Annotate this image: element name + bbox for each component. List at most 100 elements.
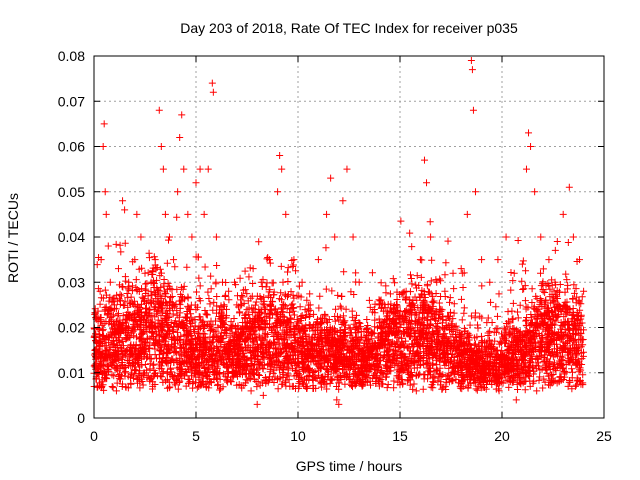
data-point-cloud [419,385,427,393]
data-point [249,265,257,273]
data-point-cloud [196,282,204,290]
data-point [101,188,109,196]
data-point-cloud [101,286,109,294]
data-point-cloud [226,325,234,333]
data-point-cloud [145,249,153,257]
data-point-cloud [289,261,297,269]
data-point-cloud [175,336,183,344]
data-point-cloud [339,312,347,320]
data-point-cloud [568,385,576,393]
data-point [396,324,404,331]
data-point-cloud [151,351,159,359]
data-point [180,165,188,173]
data-point-cloud [356,319,364,327]
data-point-cloud [316,292,324,300]
data-point-cloud [194,303,202,311]
data-point-cloud [495,290,503,298]
data-point-cloud [437,293,445,301]
data-point [192,179,200,187]
data-point-cloud [195,274,203,282]
data-point-cloud [472,340,480,348]
data-point [204,165,212,173]
data-point-cloud [203,365,211,373]
data-point [196,165,204,173]
data-point-cloud [471,309,479,317]
data-point-cloud [117,248,125,256]
data-point-cloud [397,217,405,225]
data-point [208,79,216,87]
data-point-cloud [500,324,508,332]
data-point-cloud [487,298,495,306]
data-point-cloud [352,278,360,286]
data-point-cloud [108,382,116,390]
data-point [478,256,486,264]
data-point-cloud [156,291,164,299]
data-point-cloud [325,315,333,323]
data-point-cloud [239,286,247,294]
data-point [188,233,196,241]
data-point-cloud [413,272,421,280]
data-point-cloud [222,278,230,286]
data-point-cloud [348,307,356,315]
data-point-cloud [390,384,398,392]
data-point-cloud [565,326,573,334]
data-point-cloud [185,376,193,384]
data-point-cloud [213,364,221,372]
data-point-cloud [486,327,494,335]
data-point-cloud [542,281,550,289]
data-point [531,188,539,196]
data-point-cloud [363,316,371,324]
data-point [331,233,339,241]
data-point-cloud [384,381,392,389]
data-point [339,197,347,205]
data-point-cloud [433,307,441,315]
data-point-cloud [116,375,124,383]
y-axis-label: ROTI / TECUs [5,193,21,283]
data-point-cloud [93,261,101,269]
data-point-cloud [137,334,145,342]
data-point [157,143,165,150]
data-point-cloud [409,385,417,393]
data-point [565,183,573,191]
data-point-cloud [357,323,365,331]
data-point-cloud [523,322,531,330]
data-point [274,188,282,196]
data-point [133,210,141,218]
x-axis-label: GPS time / hours [296,458,403,474]
data-point-cloud [288,256,296,264]
data-point-cloud [399,289,407,297]
data-point-cloud [484,329,492,337]
data-point-cloud [484,314,492,322]
data-point-cloud [426,355,434,363]
data-point-cloud [284,370,292,378]
data-point-cloud [446,308,454,316]
data-point-cloud [136,384,144,392]
data-point [106,278,114,286]
data-point-cloud [282,382,290,390]
data-point-cloud [508,374,516,382]
data-point-cloud [370,306,378,314]
data-points [90,57,588,408]
data-point-cloud [536,298,544,306]
data-point [518,260,526,268]
data-point-cloud [382,282,390,290]
data-point-cloud [278,308,286,316]
data-point [259,391,267,399]
data-point-cloud [402,337,410,345]
data-point-cloud [126,299,134,307]
data-point-cloud [270,332,278,340]
data-point-cloud [310,354,318,362]
data-point-cloud [348,313,356,321]
data-point-cloud [457,295,465,303]
data-point-cloud [546,349,554,357]
data-point-cloud [476,312,484,320]
data-point-cloud [452,322,460,330]
data-point [412,387,420,395]
data-point-cloud [559,365,567,373]
data-point-cloud [127,293,135,301]
data-point-cloud [289,291,297,299]
data-point-cloud [236,308,244,316]
data-point-cloud [452,337,460,345]
data-point-cloud [209,306,217,314]
data-point-cloud [537,269,545,277]
